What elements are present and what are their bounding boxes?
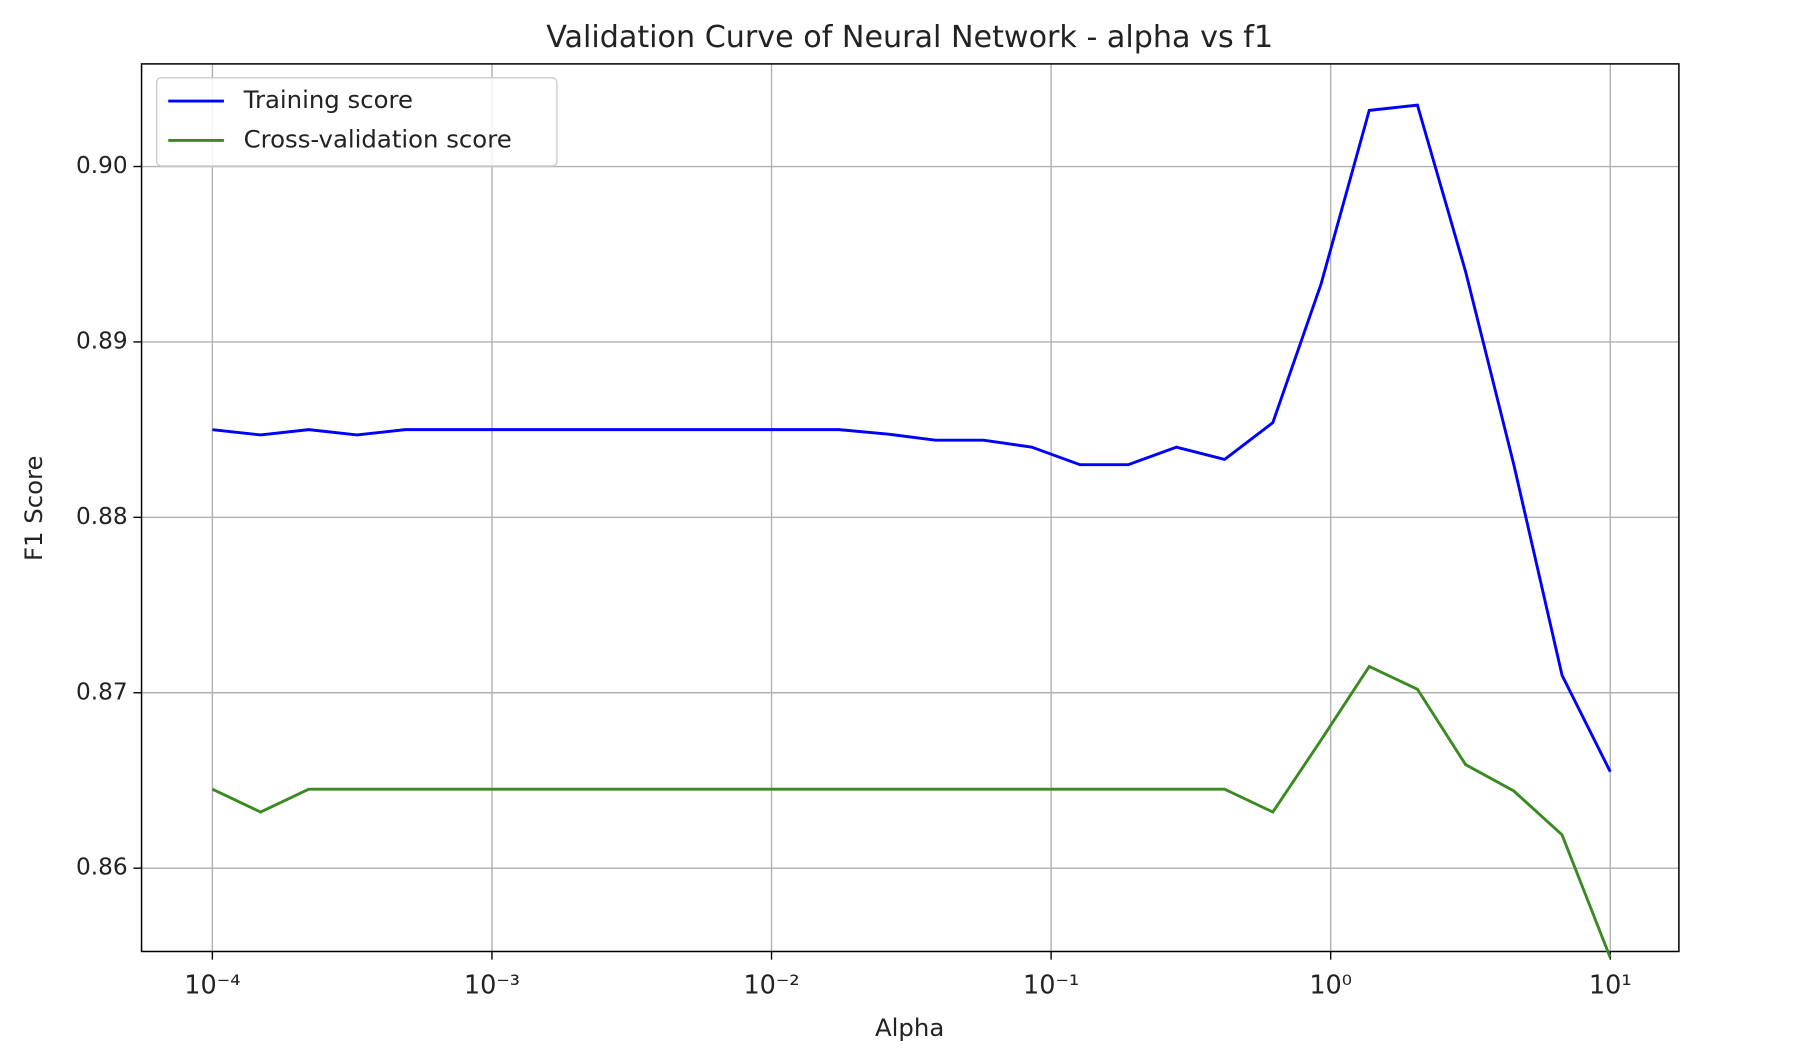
x-tick-label: 10¹ xyxy=(1589,970,1632,1000)
series-line xyxy=(211,664,1612,959)
x-tick-label: 10⁻¹ xyxy=(1023,970,1079,1000)
chart-title: Validation Curve of Neural Network - alp… xyxy=(546,20,1273,55)
x-tick-label: 10⁻³ xyxy=(464,970,520,1000)
y-tick-label: 0.90 xyxy=(76,152,128,179)
legend-label: Cross-validation score xyxy=(244,124,512,153)
y-tick-label: 0.87 xyxy=(76,678,128,705)
series-line xyxy=(212,103,1612,773)
legend-label: Training score xyxy=(243,85,413,114)
y-tick-label: 0.89 xyxy=(76,327,128,354)
y-tick-label: 0.88 xyxy=(76,503,128,530)
legend-box xyxy=(155,77,558,167)
x-tick-label: 10⁻² xyxy=(743,970,799,1000)
y-tick-label: 0.86 xyxy=(76,854,128,881)
x-tick-label: 10⁻⁴ xyxy=(184,970,240,1000)
x-tick-label: 10⁰ xyxy=(1309,970,1352,1000)
x-axis-label: Alpha xyxy=(875,1013,944,1042)
plot-frame xyxy=(140,63,1680,953)
y-axis-label: F1 Score xyxy=(19,456,48,561)
